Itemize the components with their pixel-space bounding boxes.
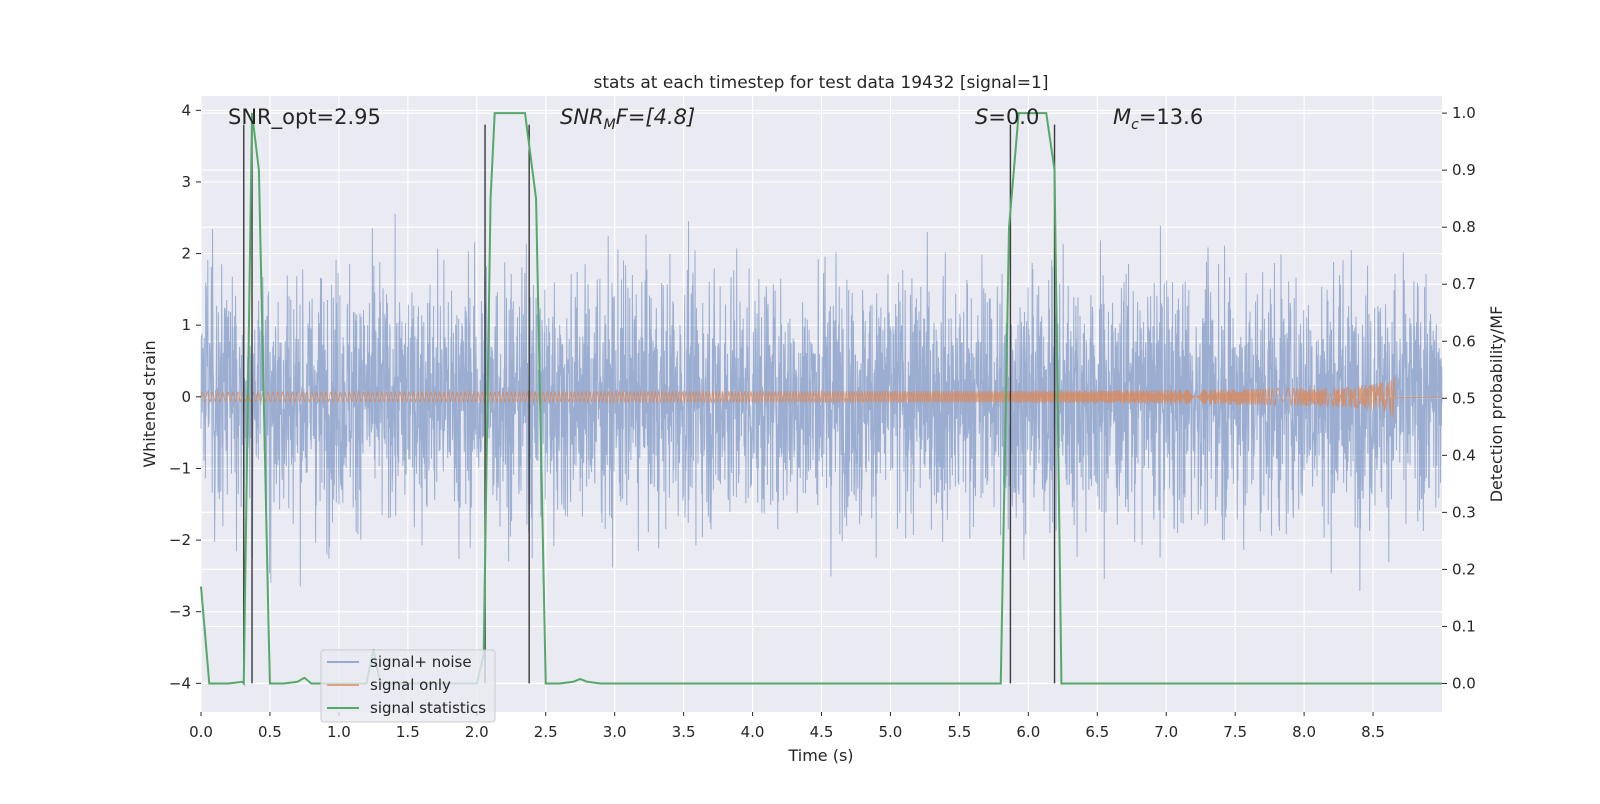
x-tick-label-9: 4.5 [810, 723, 834, 741]
y-tick-label-right-4: 0.6 [1452, 332, 1476, 350]
x-tick-label-5: 2.5 [534, 723, 558, 741]
legend-label-signal-noise: signal+ noise [370, 653, 472, 671]
y-tick-label-left-1: 3 [181, 173, 191, 191]
x-tick-label-1: 0.5 [258, 723, 282, 741]
x-tick-label-15: 7.5 [1223, 723, 1247, 741]
y-tick-label-right-0: 1.0 [1452, 104, 1476, 122]
series-signal-plus-noise [200, 213, 1443, 592]
x-tick-label-13: 6.5 [1085, 723, 1109, 741]
y-tick-label-right-1: 0.9 [1452, 161, 1476, 179]
y-tick-label-right-3: 0.7 [1452, 275, 1476, 293]
annotation-mc-rest: =13.6 [1139, 105, 1203, 129]
y-tick-label-right-2: 0.8 [1452, 218, 1476, 236]
annotation-snr-mf: SNRMF=[4.8] [560, 105, 695, 133]
x-tick-label-12: 6.0 [1016, 723, 1040, 741]
y-tick-label-right-6: 0.4 [1452, 446, 1476, 464]
annotation-s-main: S [975, 105, 988, 129]
y-tick-label-left-8: −4 [169, 674, 191, 692]
x-tick-label-8: 4.0 [741, 723, 765, 741]
x-tick-label-4: 2.0 [465, 723, 489, 741]
legend-label-signal-statistics: signal statistics [370, 699, 486, 717]
x-tick-label-17: 8.5 [1361, 723, 1385, 741]
y-tick-label-right-8: 0.2 [1452, 560, 1476, 578]
annotation-snr-opt: SNR_opt=2.95 [228, 105, 381, 130]
y-tick-label-right-5: 0.5 [1452, 389, 1476, 407]
x-tick-label-10: 5.0 [879, 723, 903, 741]
x-tick-label-2: 1.0 [327, 723, 351, 741]
y-tick-label-right-7: 0.3 [1452, 503, 1476, 521]
chart-title: stats at each timestep for test data 194… [594, 73, 1049, 93]
annotation-s: S=0.0 [975, 105, 1039, 129]
y-tick-label-left-7: −3 [169, 603, 191, 621]
x-tick-label-16: 8.0 [1292, 723, 1316, 741]
y-tick-label-left-4: 0 [181, 388, 191, 406]
annotation-s-rest: =0.0 [988, 105, 1039, 129]
annotation-snr-mf-rest: F=[4.8] [616, 105, 695, 129]
y-axis-label-right: Detection probability/MF [1487, 306, 1506, 503]
x-tick-label-11: 5.5 [947, 723, 971, 741]
x-tick-label-0: 0.0 [189, 723, 213, 741]
annotation-snr-mf-main: SNR [560, 105, 604, 129]
x-axis-label: Time (s) [787, 746, 853, 765]
x-tick-label-6: 3.0 [603, 723, 627, 741]
x-tick-label-14: 7.0 [1154, 723, 1178, 741]
y-tick-label-left-3: 1 [181, 316, 191, 334]
legend-label-signal-only: signal only [370, 676, 451, 694]
x-tick-label-7: 3.5 [672, 723, 696, 741]
annotation-snr-mf-sub: M [604, 117, 616, 133]
y-tick-label-left-6: −2 [169, 531, 191, 549]
legend: signal+ noise signal only signal statist… [320, 649, 496, 723]
y-tick-label-right-9: 0.1 [1452, 617, 1476, 635]
x-tick-label-3: 1.5 [396, 723, 420, 741]
ticks: 0.0 0.5 1.0 1.5 2.0 2.5 3.0 3.5 4.0 4.5 5.0 5.5 6.0 6… [169, 101, 1476, 741]
annotations: SNR_opt=2.95 SNRMF=[4.8] S=0.0 Mc=13.6 [228, 105, 1203, 133]
annotation-mc-sub: c [1131, 117, 1139, 133]
y-axis-label-left: Whitened strain [140, 340, 159, 467]
annotation-mc-main: M [1113, 105, 1131, 129]
legend-box [320, 649, 496, 723]
y-tick-label-right-10: 0.0 [1452, 674, 1476, 692]
y-tick-label-left-5: −1 [169, 459, 191, 477]
y-tick-label-left-0: 4 [181, 101, 191, 119]
annotation-mc: Mc=13.6 [1113, 105, 1203, 133]
y-tick-label-left-2: 2 [181, 245, 191, 263]
series-signal-only [200, 377, 1443, 418]
